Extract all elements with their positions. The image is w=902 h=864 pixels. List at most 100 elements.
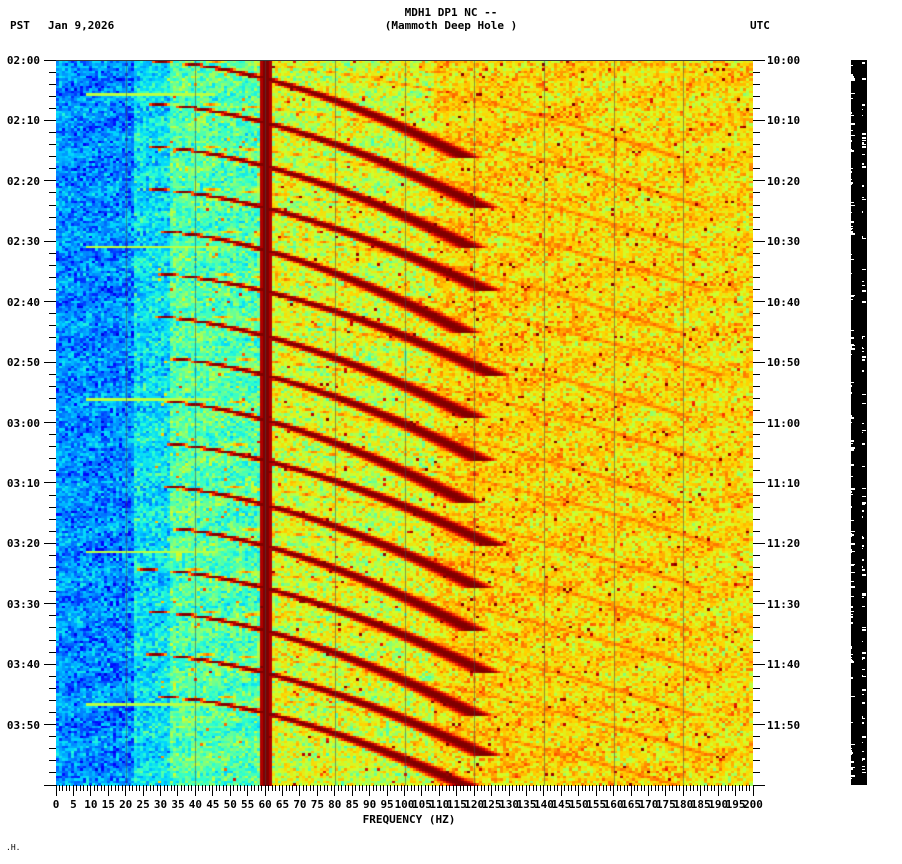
freq-tick-minor bbox=[275, 785, 276, 791]
freq-tick-minor bbox=[94, 785, 95, 791]
freq-tick-label: 150 bbox=[568, 798, 589, 811]
strip-gap bbox=[851, 392, 852, 394]
time-tick-minor bbox=[49, 434, 56, 435]
freq-tick-major bbox=[143, 785, 144, 796]
freq-tick-minor bbox=[481, 785, 482, 791]
time-tick-minor bbox=[753, 736, 760, 737]
strip-gap bbox=[862, 146, 866, 148]
strip-gap bbox=[851, 535, 852, 537]
freq-tick-minor bbox=[348, 785, 349, 791]
pst-time-label: 02:20 bbox=[6, 174, 40, 188]
strip-gap bbox=[862, 137, 866, 139]
freq-tick-minor bbox=[739, 785, 740, 791]
freq-tick-minor bbox=[69, 785, 70, 791]
strip-gap bbox=[862, 537, 864, 539]
strip-gap bbox=[851, 520, 854, 521]
time-tick-major bbox=[44, 362, 56, 363]
freq-tick-label: 20 bbox=[119, 798, 133, 811]
freq-tick-minor bbox=[599, 785, 600, 791]
pst-time-label: 03:40 bbox=[6, 658, 40, 672]
time-tick-major bbox=[753, 180, 765, 181]
strip-gap bbox=[851, 79, 855, 81]
freq-tick-minor bbox=[540, 785, 541, 791]
strip-gap bbox=[862, 760, 863, 761]
freq-tick-minor bbox=[132, 785, 133, 791]
freq-tick-minor bbox=[749, 785, 750, 791]
time-tick-minor bbox=[49, 132, 56, 133]
utc-time-label: 11:10 bbox=[767, 476, 801, 490]
utc-time-label: 10:00 bbox=[767, 54, 801, 67]
freq-tick-label: 155 bbox=[586, 798, 607, 811]
time-tick-minor bbox=[49, 398, 56, 399]
time-tick-minor bbox=[753, 398, 760, 399]
strip-gap bbox=[862, 569, 865, 571]
time-tick-minor bbox=[753, 253, 760, 254]
strip-gap bbox=[851, 330, 854, 331]
freq-tick-minor bbox=[394, 785, 395, 791]
time-tick-minor bbox=[49, 688, 56, 689]
strip-gap bbox=[851, 140, 852, 142]
time-tick-minor bbox=[49, 591, 56, 592]
freq-tick-minor bbox=[209, 785, 210, 791]
freq-tick-label: 175 bbox=[655, 798, 676, 811]
time-tick-minor bbox=[753, 712, 760, 713]
strip-gap bbox=[851, 677, 853, 679]
record-date-label: Jan 9,2026 bbox=[48, 19, 115, 32]
time-tick-major bbox=[44, 603, 56, 604]
freq-tick-minor bbox=[707, 785, 708, 791]
strip-gap bbox=[851, 231, 853, 233]
freq-tick-label: 200 bbox=[743, 798, 763, 811]
freq-tick-minor bbox=[324, 785, 325, 791]
freq-tick-major bbox=[543, 785, 544, 796]
freq-tick-major bbox=[352, 785, 353, 796]
freq-tick-minor bbox=[97, 785, 98, 791]
freq-tick-minor bbox=[198, 785, 199, 791]
strip-gap bbox=[851, 123, 855, 125]
freq-tick-major bbox=[735, 785, 736, 796]
time-tick-minor bbox=[753, 350, 760, 351]
strip-gap bbox=[862, 62, 865, 64]
strip-gap bbox=[851, 449, 854, 451]
strip-gap bbox=[862, 769, 865, 770]
strip-gap bbox=[851, 534, 854, 536]
strip-gap bbox=[862, 347, 863, 348]
time-tick-minor bbox=[753, 676, 760, 677]
freq-tick-minor bbox=[425, 785, 426, 791]
strip-gap bbox=[862, 140, 866, 141]
strip-gap bbox=[851, 748, 852, 749]
freq-tick-minor bbox=[184, 785, 185, 791]
strip-gap bbox=[851, 422, 852, 423]
freq-tick-major bbox=[491, 785, 492, 796]
spectrogram-plot[interactable] bbox=[56, 60, 753, 786]
time-tick-minor bbox=[49, 676, 56, 677]
time-tick-minor bbox=[753, 205, 760, 206]
strip-gap bbox=[851, 722, 853, 723]
strip-gap bbox=[862, 496, 866, 497]
freq-tick-minor bbox=[359, 785, 360, 791]
strip-gap bbox=[851, 202, 854, 203]
strip-gap bbox=[851, 182, 853, 184]
pst-time-label: 02:30 bbox=[6, 235, 40, 249]
freq-tick-major bbox=[387, 785, 388, 796]
time-tick-major bbox=[44, 301, 56, 302]
strip-gap bbox=[851, 346, 852, 348]
time-tick-minor bbox=[753, 144, 760, 145]
freq-tick-major bbox=[421, 785, 422, 796]
freq-tick-minor bbox=[157, 785, 158, 791]
time-tick-major bbox=[753, 724, 765, 725]
time-tick-minor bbox=[753, 337, 760, 338]
freq-tick-minor bbox=[164, 785, 165, 791]
strip-gap bbox=[851, 212, 852, 213]
freq-tick-minor bbox=[495, 785, 496, 791]
strip-gap bbox=[862, 488, 866, 489]
freq-tick-minor bbox=[746, 785, 747, 791]
time-tick-major bbox=[44, 482, 56, 483]
strip-gap bbox=[851, 115, 854, 116]
strip-gap bbox=[851, 464, 854, 466]
strip-gap bbox=[862, 718, 865, 719]
strip-gap bbox=[851, 581, 854, 582]
utc-time-label: 10:50 bbox=[767, 356, 801, 370]
time-tick-minor bbox=[49, 229, 56, 230]
freq-tick-minor bbox=[603, 785, 604, 791]
strip-gap bbox=[851, 616, 853, 618]
